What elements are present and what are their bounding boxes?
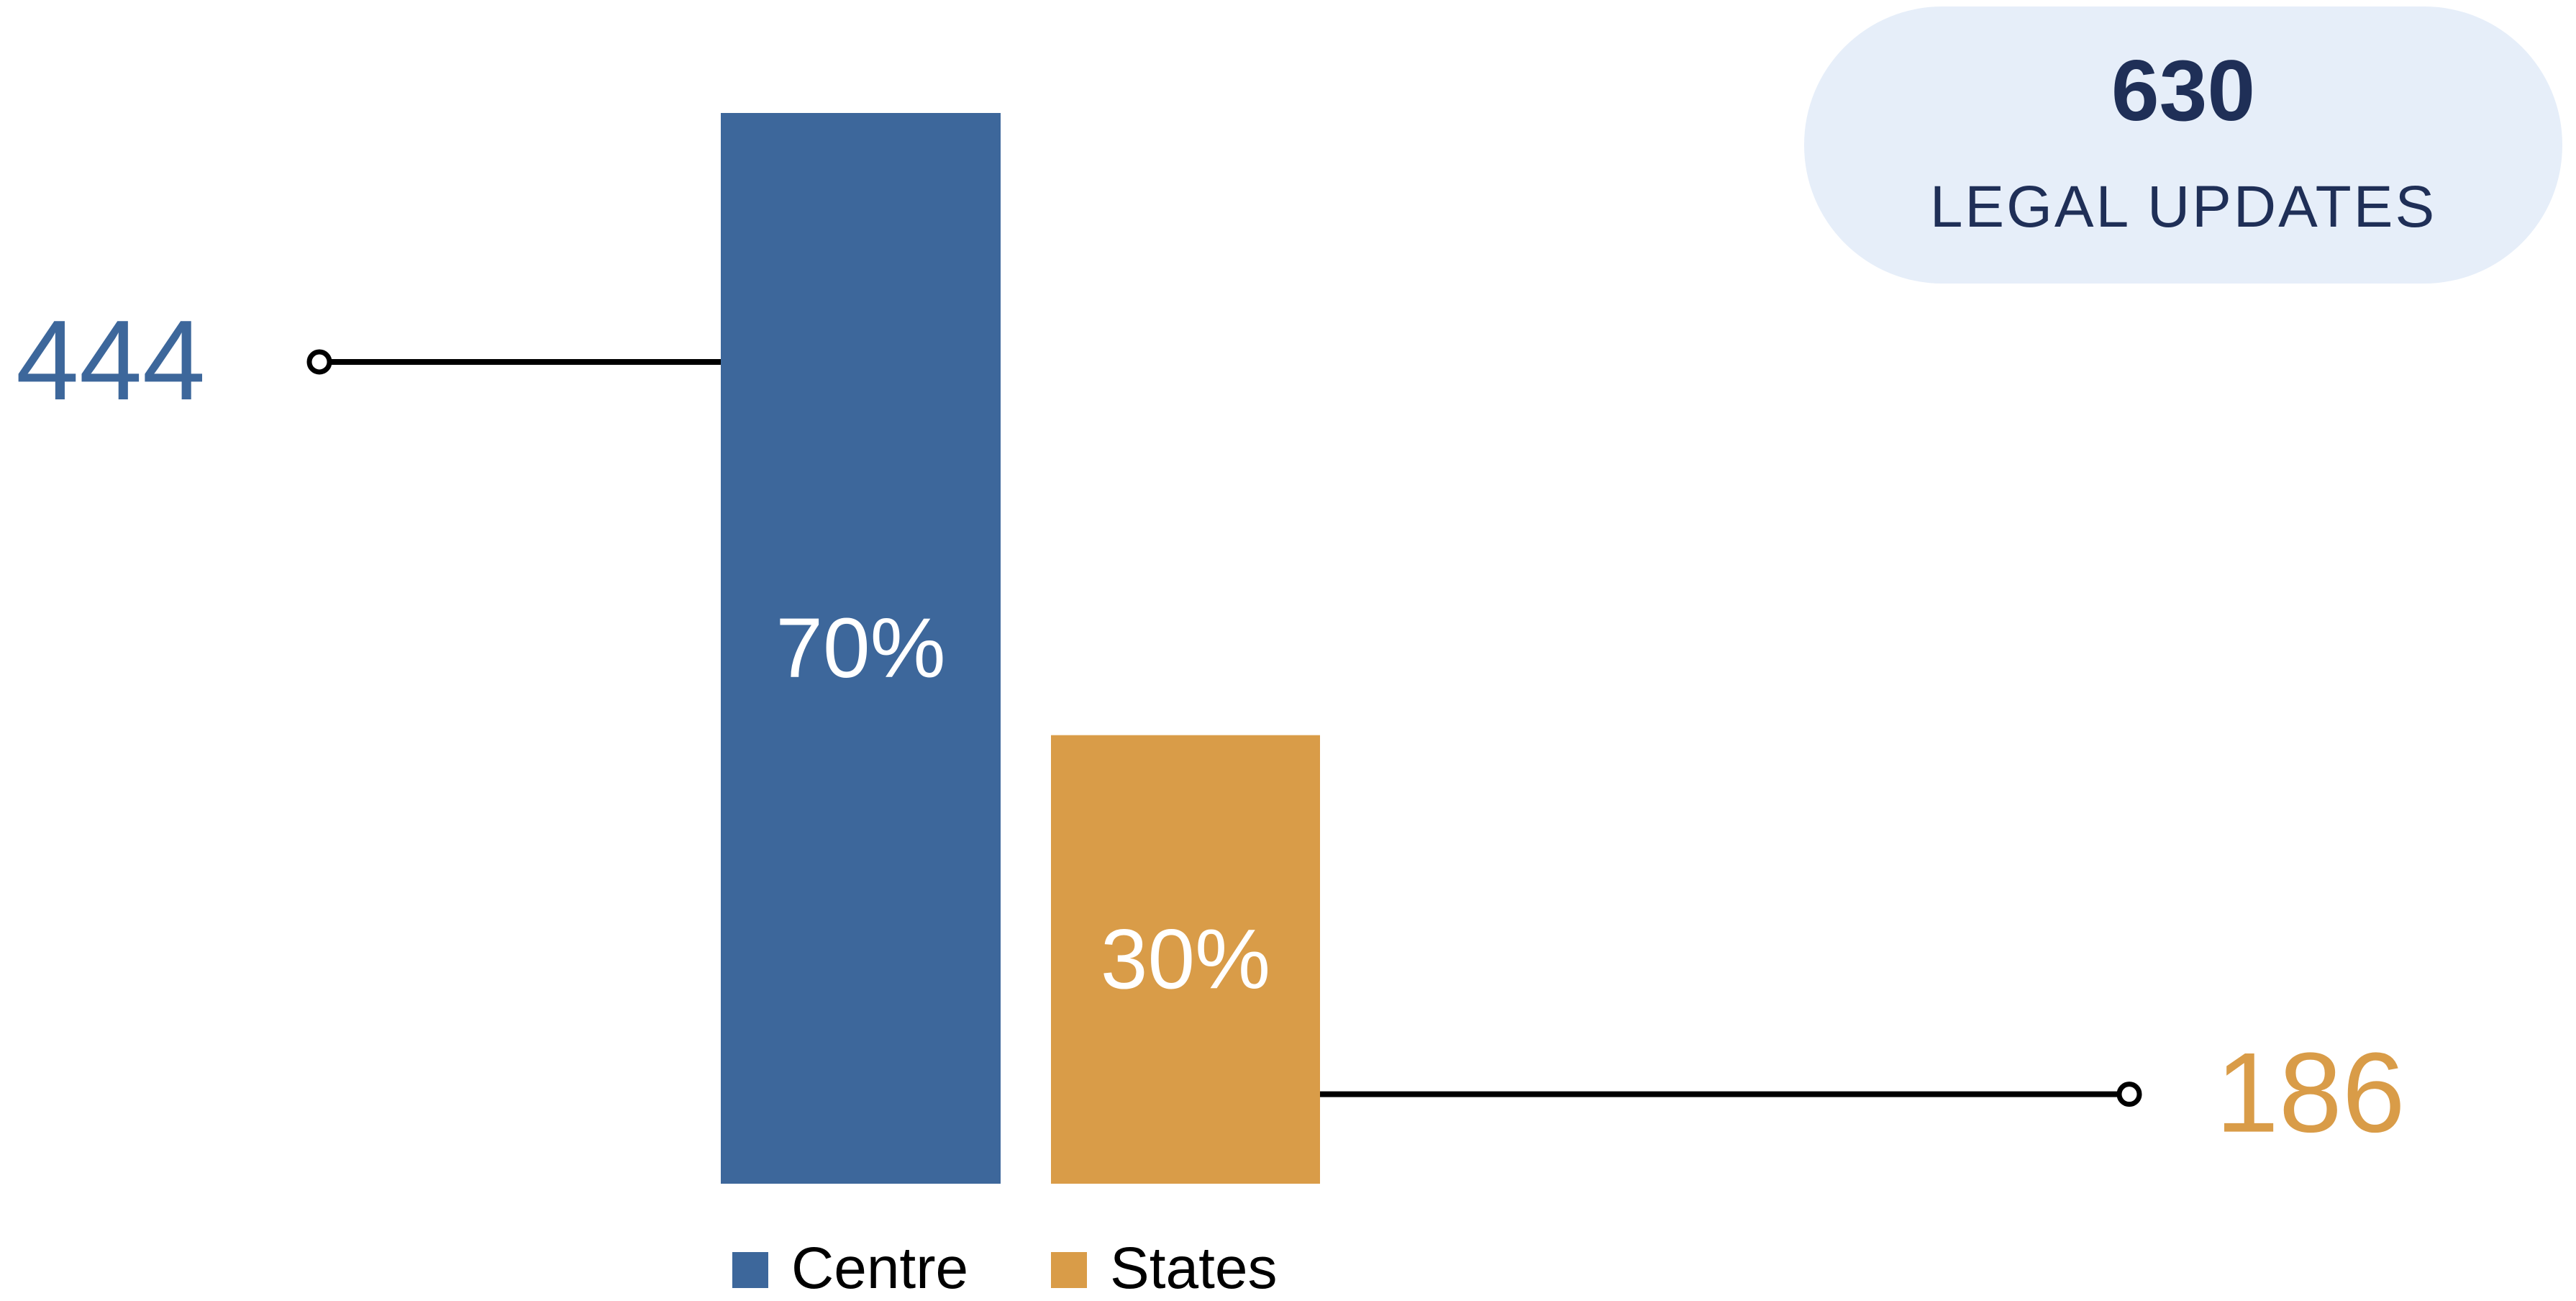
callout-value-centre: 444 (16, 297, 206, 424)
labels-layer: 70% 30% 444 186 (16, 297, 2406, 1156)
bar-percent-label-states: 30% (1101, 912, 1270, 1007)
bar-percent-label-centre: 70% (775, 601, 945, 696)
callout-dot-states (2116, 1082, 2142, 1107)
total-count: 630 (2111, 42, 2256, 139)
callout-dot-centre (306, 349, 332, 375)
legend-swatch-states (1051, 1252, 1087, 1288)
total-summary-badge: 630 LEGAL UPDATES (1804, 6, 2562, 284)
legend-label-states: States (1110, 1236, 1277, 1301)
total-label: LEGAL UPDATES (1929, 174, 2437, 240)
bar-centre (721, 113, 1001, 1184)
legend-label-centre: Centre (791, 1236, 968, 1301)
bar-states (1051, 735, 1320, 1184)
callout-value-states: 186 (2216, 1030, 2406, 1156)
bars-layer (721, 113, 1320, 1184)
legend: Centre States (732, 1236, 1277, 1301)
legend-swatch-centre (732, 1252, 768, 1288)
